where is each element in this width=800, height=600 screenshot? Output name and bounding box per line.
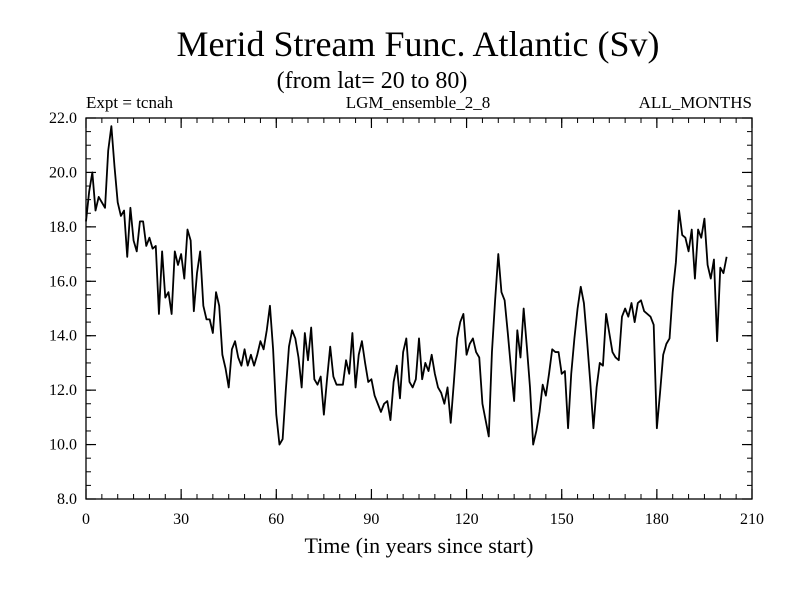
y-tick-label: 8.0 (57, 491, 77, 508)
series-layer (85, 125, 728, 446)
y-tick-label: 12.0 (49, 382, 77, 399)
chart-subtitle: (from lat= 20 to 80) (277, 68, 468, 94)
header-center-label: LGM_ensemble_2_8 (346, 93, 490, 112)
chart-title: Merid Stream Func. Atlantic (Sv) (177, 24, 660, 64)
x-tick-labels: 0 30 60 90 120 150 180 210 (82, 511, 764, 528)
y-tick-label: 16.0 (49, 273, 77, 290)
plot-frame (85, 117, 753, 500)
y-tick-label: 18.0 (49, 219, 77, 236)
x-tick-label: 210 (740, 511, 764, 528)
x-tick-label: 0 (82, 511, 90, 528)
x-tick-label: 60 (268, 511, 284, 528)
x-axis-label: Time (in years since start) (305, 533, 534, 558)
y-tick-label: 14.0 (49, 328, 77, 345)
x-tick-label: 120 (455, 511, 479, 528)
x-tick-label: 180 (645, 511, 669, 528)
x-tick-label: 90 (363, 511, 379, 528)
header-left-label: Expt = tcnah (86, 93, 174, 112)
x-tick-label: 30 (173, 511, 189, 528)
y-tick-label: 20.0 (49, 164, 77, 181)
axis-ticks (85, 117, 753, 500)
series-line (85, 125, 728, 446)
y-tick-label: 10.0 (49, 437, 77, 454)
x-tick-label: 150 (550, 511, 574, 528)
y-tick-labels: 8.0 10.0 12.0 14.0 16.0 18.0 20.0 22.0 (49, 110, 77, 508)
header-right-label: ALL_MONTHS (639, 93, 752, 112)
y-tick-label: 22.0 (49, 110, 77, 127)
